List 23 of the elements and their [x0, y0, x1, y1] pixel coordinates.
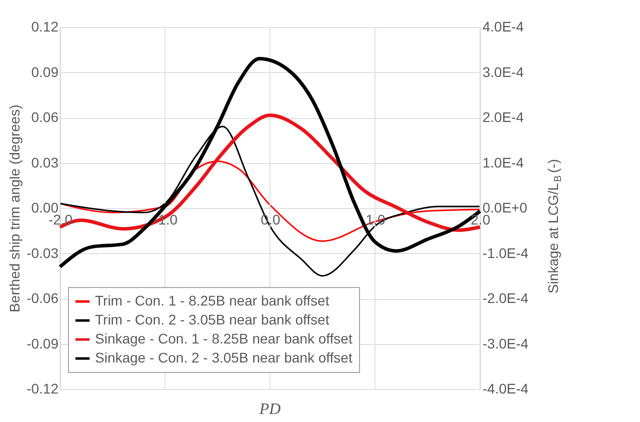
y2-tick-label: 3.0E-4	[482, 64, 524, 80]
legend-label: Sinkage - Con. 1 - 8.25B near bank offset	[95, 330, 352, 346]
y-tick-label: 0.09	[31, 64, 59, 80]
y2-tick-label: -2.0E-4	[482, 290, 529, 306]
y2-tick-label: 4.0E-4	[482, 18, 524, 34]
legend-label: Trim - Con. 1 - 8.25B near bank offset	[95, 292, 330, 308]
y-tick-label: -0.03	[26, 244, 59, 261]
y2-tick-label: -1.0E-4	[482, 244, 529, 261]
y-tick-label: 0.12	[31, 18, 59, 34]
y-tick-label: -0.12	[26, 380, 59, 396]
legend-label: Trim - Con. 2 - 3.05B near bank offset	[95, 312, 330, 328]
y-tick-label: -0.09	[26, 335, 59, 352]
x-axis-title: PD	[258, 401, 282, 418]
y2-tick-label: 2.0E-4	[482, 109, 524, 125]
y-tick-label: 0.03	[31, 154, 59, 170]
y2-axis-title: Sinkage at LCG/LB(-)	[545, 159, 564, 294]
y-tick-label: -0.06	[26, 290, 59, 306]
legend-label: Sinkage - Con. 2 - 3.05B near bank offset	[95, 350, 352, 366]
y2-tick-label: -4.0E-4	[482, 380, 529, 396]
y2-tick-label: 1.0E-4	[482, 154, 524, 170]
y-tick-label: 0.06	[31, 109, 59, 125]
y-axis-title: Berthed ship trim angle (degrees)	[6, 104, 23, 312]
y2-tick-label: -3.0E-4	[482, 335, 529, 352]
